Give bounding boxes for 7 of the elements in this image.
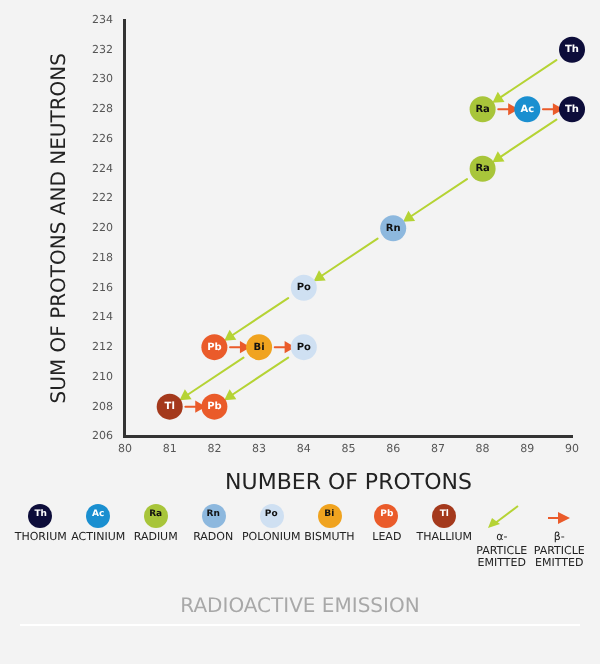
point — [492, 91, 505, 103]
x-axis-title: NUMBER OF PROTONS — [225, 468, 472, 495]
text: RADIOACTIVE EMISSION — [20, 595, 580, 626]
point — [403, 210, 416, 222]
point — [224, 329, 237, 341]
y-axis-title: SUM OF PROTONS AND NEUTRONS — [49, 53, 72, 404]
point — [313, 270, 326, 282]
